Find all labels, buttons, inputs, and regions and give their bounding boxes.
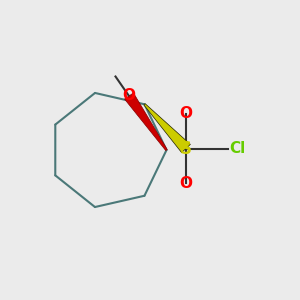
Text: O: O [179, 176, 193, 190]
Text: O: O [179, 106, 193, 122]
Text: S: S [180, 140, 192, 158]
Text: O: O [122, 88, 136, 104]
Polygon shape [144, 104, 190, 153]
Polygon shape [124, 93, 167, 151]
Text: Cl: Cl [230, 141, 246, 156]
